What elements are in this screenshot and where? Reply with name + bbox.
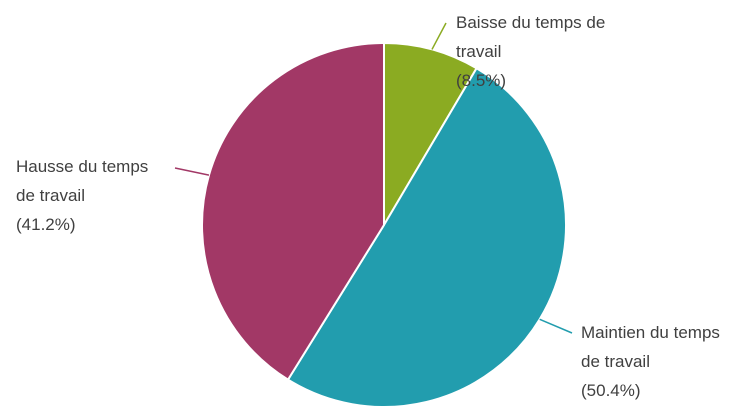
label-connector-1: [431, 22, 447, 50]
slice-label-line: Hausse du temps: [16, 157, 148, 176]
label-connectors: [174, 22, 573, 334]
slice-label-line: Baisse du temps de: [456, 13, 605, 32]
slice-label-line: (50.4%): [581, 381, 641, 400]
pie-slice-1: [383, 41, 478, 229]
label-connector-3: [174, 167, 210, 176]
slice-labels: Baisse du temps de travail (8.5%) Maintien …: [16, 13, 720, 400]
slice-label-3: Hausse du temps de travail (41.2%): [16, 157, 148, 234]
slice-label-2: Maintien du temps de travail (50.4%): [581, 323, 720, 400]
slice-label-line: travail: [456, 42, 501, 61]
slice-label-line: (41.2%): [16, 215, 76, 234]
slice-label-line: Maintien du temps: [581, 323, 720, 342]
slice-label-1: Baisse du temps de travail (8.5%): [456, 13, 605, 90]
slice-label-line: de travail: [16, 186, 85, 205]
slice-label-line: (8.5%): [456, 71, 506, 90]
label-connector-2: [539, 318, 573, 334]
pie-slice-3: [201, 41, 385, 382]
slice-label-line: de travail: [581, 352, 650, 371]
pie-slices: [201, 41, 568, 408]
